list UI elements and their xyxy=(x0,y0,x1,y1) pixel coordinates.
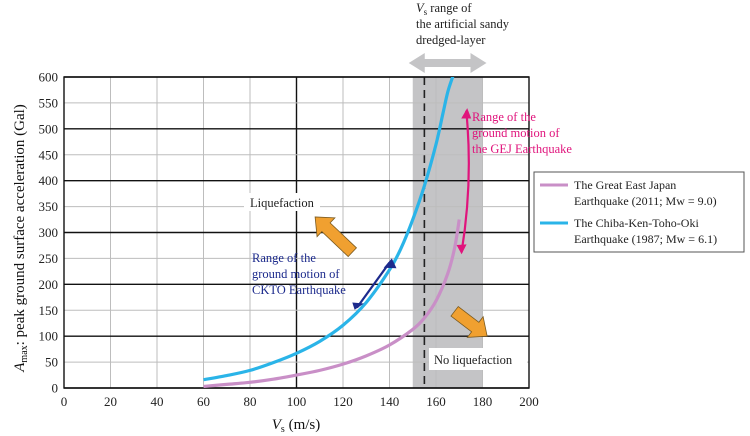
no-liquefaction-arrow xyxy=(450,305,488,338)
ckto-range-label-line1: Range of the xyxy=(252,251,316,265)
x-tick-label: 120 xyxy=(333,394,353,409)
no-liquefaction-label: No liquefaction xyxy=(434,353,513,367)
y-tick-label: 500 xyxy=(39,121,59,136)
gej-range-arrow-line xyxy=(460,110,470,253)
x-tick-label: 20 xyxy=(104,394,117,409)
liquefaction-label: Liquefaction xyxy=(250,196,315,210)
y-tick-label: 200 xyxy=(39,277,59,292)
gej-curve xyxy=(203,219,461,388)
y-tick-label: 150 xyxy=(39,303,59,318)
legend-label-ckto-line2: Earthquake (1987; Mw = 6.1) xyxy=(574,232,717,246)
y-axis-title: Amax: peak ground surface acceleration (… xyxy=(12,104,30,373)
gej-range-label-line1: Range of the xyxy=(472,110,536,124)
liquefaction-arrow xyxy=(314,216,357,258)
y-tick-label: 600 xyxy=(39,70,59,85)
x-tick-label: 140 xyxy=(380,394,400,409)
y-tick-label: 50 xyxy=(45,355,58,370)
y-tick-label: 550 xyxy=(39,95,59,110)
ckto-range-arrow-head-top xyxy=(383,258,397,269)
y-tick-label: 350 xyxy=(39,199,59,214)
y-tick-label: 100 xyxy=(39,329,59,344)
liquefaction-label-bg xyxy=(244,193,320,211)
vs-range-label-line2: the artificial sandy xyxy=(416,17,510,31)
legend-label-ckto-line1: The Chiba-Ken-Toho-Oki xyxy=(574,216,699,230)
x-tick-label: 80 xyxy=(244,394,257,409)
y-tick-label: 400 xyxy=(39,173,59,188)
x-tick-label: 40 xyxy=(151,394,164,409)
gej-range-label-line3: the GEJ Earthquake xyxy=(472,142,572,156)
y-tick-label: 450 xyxy=(39,147,59,162)
vs-range-double-arrow xyxy=(408,53,487,73)
plot-frame xyxy=(63,76,530,389)
ckto-curve xyxy=(203,77,455,382)
x-tick-label: 180 xyxy=(473,394,493,409)
vs-range-label-line1: Vs range of xyxy=(416,1,472,17)
ckto-range-label-line2: ground motion of xyxy=(252,267,340,281)
legend-box xyxy=(533,171,745,253)
no-liquefaction-label-bg xyxy=(429,348,527,370)
legend-label-gej-line2: Earthquake (2011; Mw = 9.0) xyxy=(574,194,717,208)
x-tick-label: 60 xyxy=(197,394,210,409)
x-tick-label: 0 xyxy=(61,394,68,409)
x-tick-label: 160 xyxy=(426,394,446,409)
ckto-range-arrow-head-bottom xyxy=(352,302,364,310)
arrow-layer xyxy=(314,108,488,338)
gej-range-arrow-head-top xyxy=(461,108,472,119)
gej-range-arrow-head-bottom xyxy=(456,244,467,255)
series-layer xyxy=(203,77,461,388)
y-tick-label: 0 xyxy=(52,381,59,396)
vs-range-label-line3: dredged-layer xyxy=(416,33,486,47)
ckto-range-arrow-line xyxy=(356,261,391,309)
y-tick-label: 300 xyxy=(39,225,59,240)
x-tick-label: 100 xyxy=(287,394,307,409)
ckto-range-label-line3: CKTO Earthquake xyxy=(252,283,346,297)
gej-range-label-line2: ground motion of xyxy=(472,126,560,140)
legend: The Great East Japan Earthquake (2011; M… xyxy=(533,171,745,253)
legend-label-gej-line1: The Great East Japan xyxy=(574,178,676,192)
x-tick-label: 200 xyxy=(519,394,539,409)
x-axis-title: Vs (m/s) xyxy=(272,417,321,435)
tick-layer: 0 20 40 60 80 100 120 140 160 180 200 0 50 100 150 200 2… xyxy=(39,70,539,410)
y-tick-label: 250 xyxy=(39,251,59,266)
